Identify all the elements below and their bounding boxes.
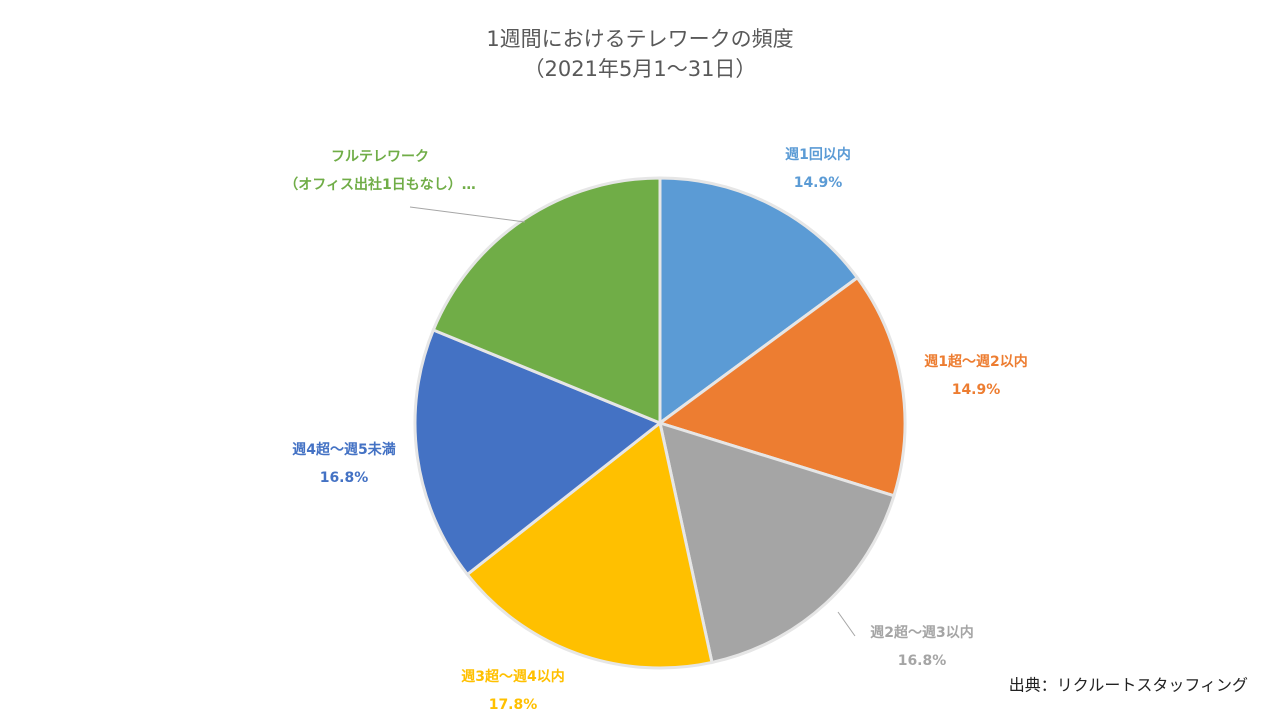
pie-slice bbox=[431, 176, 662, 426]
leader-line bbox=[409, 206, 526, 223]
value-label: 17.8% bbox=[489, 697, 538, 713]
slice-label: 週3超～週4以内 bbox=[461, 668, 564, 685]
value-label: 16.8% bbox=[898, 653, 947, 669]
value-label: 14.9% bbox=[794, 175, 843, 191]
pie-slice bbox=[657, 420, 896, 665]
slice-label: 週1回以内 bbox=[785, 146, 851, 163]
slice-label: 週1超～週2以内 bbox=[924, 353, 1027, 370]
pie-slice bbox=[658, 176, 860, 426]
pie-slice bbox=[413, 327, 663, 577]
chart-title: 1週間におけるテレワークの頻度 bbox=[486, 27, 793, 51]
source-note: 出典：リクルートスタッフィング bbox=[1009, 676, 1248, 695]
leader-line bbox=[837, 611, 856, 637]
slice-label: フルテレワーク（オフィス出社1日もなし）… bbox=[284, 149, 475, 193]
pie-slice bbox=[465, 420, 714, 670]
slice-label: 週4超～週5未満 bbox=[292, 441, 395, 458]
chart-subtitle: （2021年5月1～31日） bbox=[524, 57, 757, 81]
value-label: 14.9% bbox=[952, 382, 1001, 398]
slice-label: 週2超～週3以内 bbox=[870, 624, 973, 641]
value-label: 16.8% bbox=[320, 470, 369, 486]
